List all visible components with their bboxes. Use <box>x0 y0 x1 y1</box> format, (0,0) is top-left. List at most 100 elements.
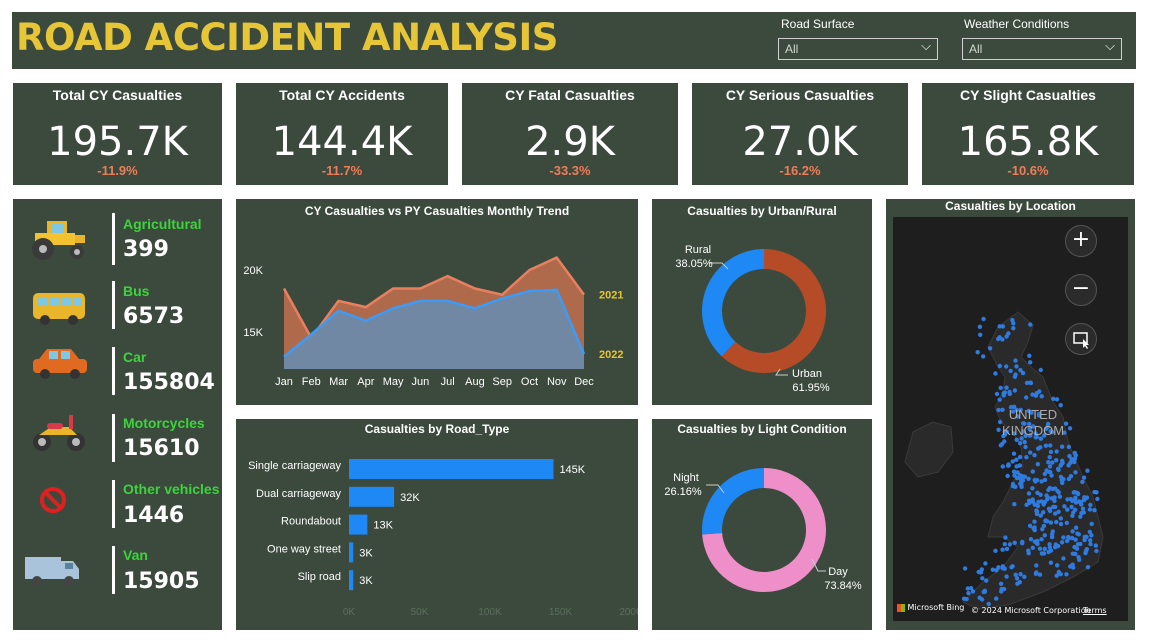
casualty-dot <box>1040 527 1045 532</box>
casualty-dot <box>1038 513 1043 518</box>
casualty-dot <box>1037 572 1043 577</box>
casualty-dot <box>1048 469 1053 475</box>
casualty-dot <box>1095 496 1100 502</box>
night-label: Night <box>673 472 699 484</box>
zoom-out-button[interactable]: − <box>1065 274 1097 306</box>
casualty-dot <box>1058 463 1063 468</box>
kpi-title: CY Serious Casualties <box>725 87 875 103</box>
casualty-dot <box>1060 444 1065 449</box>
weather-label: Weather Conditions <box>964 17 1070 31</box>
casualty-dot <box>1013 572 1018 577</box>
chart-title: Casualties by Urban/Rural <box>687 204 837 218</box>
casualty-dot <box>1012 388 1018 393</box>
casualty-dot <box>1068 564 1073 569</box>
bar-value-label: 3K <box>359 547 373 559</box>
casualty-dot <box>1017 441 1023 446</box>
vehicle-count-bus: 6573 <box>123 304 185 329</box>
casualty-dot <box>1011 431 1017 436</box>
casualty-dot <box>1084 547 1089 552</box>
casualty-dot <box>1023 433 1028 439</box>
header-bar: ROAD ACCIDENT ANALYSIS Road Surface All … <box>12 12 1136 69</box>
casualty-dot <box>1044 468 1049 473</box>
casualty-dot <box>1035 490 1040 495</box>
casualty-dot <box>1032 453 1037 458</box>
casualty-dot <box>1026 408 1031 414</box>
casualty-dot <box>1030 497 1035 502</box>
casualty-dot <box>1014 437 1019 442</box>
casualty-dot <box>998 385 1003 391</box>
urban-rural-panel: Casualties by Urban/Rural Rural 38.05% U… <box>652 199 872 405</box>
casualty-dot <box>1019 436 1024 441</box>
road-surface-dropdown[interactable]: All ⌵ <box>778 38 938 60</box>
x-tick-label: Aug <box>465 376 485 388</box>
casualty-dot <box>1023 444 1028 450</box>
casualty-dot <box>1008 405 1014 410</box>
casualty-dot <box>1024 395 1029 400</box>
casualty-dot <box>1064 538 1070 544</box>
casualty-dot <box>1010 564 1015 569</box>
casualty-dot <box>1004 574 1009 579</box>
chevron-down-icon: ⌵ <box>921 39 931 54</box>
kpi-value: 195.7K <box>47 119 188 165</box>
kpi-value: 27.0K <box>742 119 858 165</box>
casualty-dot <box>999 586 1004 592</box>
road-type-bar <box>349 514 368 535</box>
casualty-dot <box>1024 380 1030 386</box>
casualty-dot <box>1014 576 1020 581</box>
x-tick-label: Dec <box>574 376 594 388</box>
casualty-dot <box>1049 534 1055 540</box>
casualty-dot <box>1022 439 1027 445</box>
casualty-dot <box>1004 385 1009 390</box>
casualty-dot <box>980 576 985 581</box>
casualty-dot <box>1042 499 1048 505</box>
weather-dropdown[interactable]: All ⌵ <box>962 38 1122 60</box>
casualty-dot <box>966 590 971 596</box>
casualty-dot <box>1034 434 1039 440</box>
casualty-dot <box>1060 458 1065 463</box>
map-canvas[interactable]: UNITED KINGDOM + − Microsoft Bing © 2024… <box>893 217 1128 621</box>
casualty-dot <box>1034 570 1039 575</box>
casualty-dot <box>1036 413 1042 418</box>
casualty-dot <box>997 324 1002 329</box>
kpi-title: CY Fatal Casualties <box>505 87 635 103</box>
casualty-dot <box>986 601 991 607</box>
casualty-dot <box>998 443 1003 448</box>
casualty-dot <box>1018 481 1023 486</box>
casualty-dot <box>1092 508 1097 513</box>
bar-category-label: Dual carriageway <box>256 488 341 500</box>
zoom-in-button[interactable]: + <box>1065 225 1097 257</box>
casualty-dot <box>1054 397 1060 402</box>
casualty-dot <box>990 567 995 572</box>
kpi-delta: -16.2% <box>779 163 821 178</box>
casualty-dot <box>1072 459 1077 465</box>
casualty-dot <box>1089 521 1094 527</box>
map-terms-link[interactable]: Terms <box>1083 606 1107 615</box>
casualty-dot <box>1024 455 1029 460</box>
casualty-dot <box>1002 542 1007 547</box>
casualty-dot <box>1000 407 1005 412</box>
casualty-dot <box>1018 572 1023 577</box>
casualty-dot <box>1015 581 1020 586</box>
rural-slice <box>702 249 764 357</box>
casualty-dot <box>981 589 986 595</box>
page-title: ROAD ACCIDENT ANALYSIS <box>16 16 558 59</box>
casualty-dot <box>1041 523 1047 529</box>
series-label-2022: 2022 <box>599 349 623 361</box>
vehicle-label-van: Van <box>123 547 148 563</box>
casualty-dot <box>968 586 974 591</box>
select-area-button[interactable] <box>1065 323 1097 355</box>
casualty-dot <box>1048 548 1054 553</box>
casualty-dot <box>1046 460 1051 465</box>
casualty-dot <box>1027 426 1032 432</box>
casualty-dot <box>1038 367 1043 373</box>
casualty-dot <box>1066 444 1072 450</box>
bar-value-label: 32K <box>400 492 420 504</box>
casualty-dot <box>1062 504 1067 509</box>
casualty-dot <box>1014 364 1019 369</box>
casualty-dot <box>1043 518 1048 524</box>
bar-value-label: 13K <box>373 520 393 532</box>
casualty-dot <box>970 589 976 594</box>
casualty-dot <box>1034 563 1039 568</box>
casualty-dot <box>993 371 998 376</box>
chart-title: CY Casualties vs PY Casualties Monthly T… <box>304 204 570 218</box>
